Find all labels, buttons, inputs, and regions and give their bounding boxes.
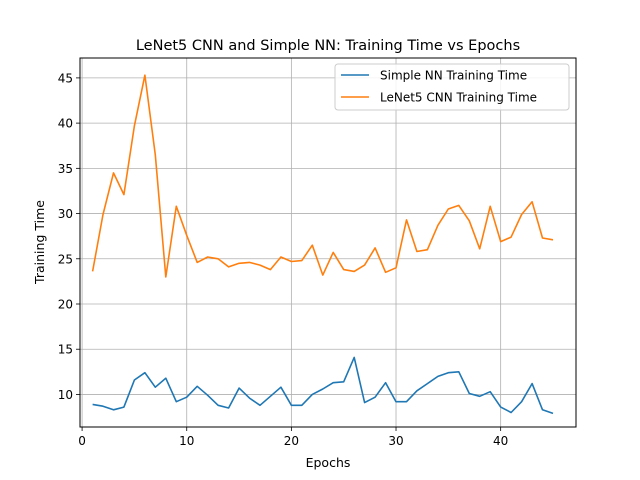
y-tick-label: 15 — [58, 343, 73, 357]
legend: Simple NN Training Time LeNet5 CNN Train… — [334, 63, 570, 111]
legend-label-simple-nn: Simple NN Training Time — [380, 69, 527, 83]
series-line-lenet5-cnn-training-time — [91, 74, 554, 278]
y-axis-ticks: 10 15 20 25 30 35 40 45 — [58, 71, 80, 402]
plot-area — [80, 58, 576, 427]
x-tick-label: 10 — [179, 434, 194, 448]
y-tick-label: 25 — [58, 252, 73, 266]
legend-box — [334, 63, 570, 111]
x-tick-label: 40 — [493, 434, 508, 448]
y-tick-label: 35 — [58, 162, 73, 176]
plot-frame — [79, 57, 577, 428]
y-tick-label: 40 — [58, 117, 73, 131]
y-tick-label: 45 — [58, 71, 73, 85]
x-tick-label: 30 — [388, 434, 403, 448]
grid — [80, 58, 576, 427]
y-tick-label: 30 — [58, 207, 73, 221]
x-tick-label: 20 — [284, 434, 299, 448]
legend-label-lenet5-cnn: LeNet5 CNN Training Time — [380, 91, 537, 105]
y-tick-label: 20 — [58, 298, 73, 312]
series-line-simple-nn-training-time — [92, 356, 554, 415]
x-axis-ticks: 0 10 20 30 40 — [78, 427, 508, 448]
x-axis-label: Epochs — [306, 455, 351, 470]
chart-title: LeNet5 CNN and Simple NN: Training Time … — [136, 38, 520, 54]
x-tick-label: 0 — [78, 434, 86, 448]
y-tick-label: 10 — [58, 388, 73, 402]
y-axis-label: Training Time — [32, 200, 47, 285]
series-group — [91, 74, 554, 415]
